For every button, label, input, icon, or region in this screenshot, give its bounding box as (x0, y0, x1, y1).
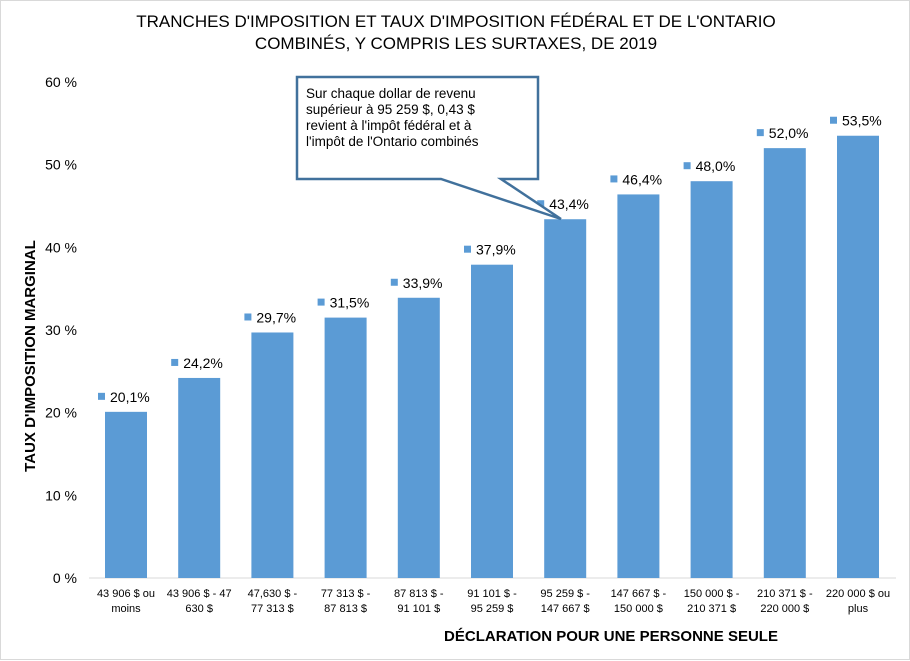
y-tick-label: 30 % (45, 322, 77, 338)
y-tick-label: 10 % (45, 487, 77, 503)
y-tick-label: 40 % (45, 239, 77, 255)
x-tick-label: 77 313 $ - (321, 588, 371, 600)
chart-title: COMBINÉS, Y COMPRIS LES SURTAXES, DE 201… (255, 34, 657, 53)
x-tick-label: 210 371 $ - (757, 588, 813, 600)
data-label: 37,9% (476, 242, 516, 258)
data-label-marker (610, 175, 618, 183)
data-label: 24,2% (183, 355, 223, 371)
x-axis-title: DÉCLARATION POUR UNE PERSONNE SEULE (444, 628, 778, 645)
y-axis-title: TAUX D'IMPOSITION MARGINAL (22, 240, 39, 472)
data-label: 53,5% (842, 113, 882, 129)
y-tick-label: 20 % (45, 405, 77, 421)
x-tick-label: 95 259 $ (471, 603, 514, 615)
y-tick-label: 0 % (53, 570, 77, 586)
x-tick-label: 220 000 $ ou (826, 588, 890, 600)
bar (617, 194, 660, 578)
bar (837, 135, 879, 578)
annotation-callout (295, 75, 562, 221)
data-label: 31,5% (330, 295, 370, 311)
bar (178, 377, 221, 578)
bar (105, 411, 147, 578)
x-tick-label: 43 906 $ - 47 (167, 588, 232, 600)
bar (251, 332, 294, 578)
data-label: 33,9% (403, 275, 443, 291)
bar (544, 219, 587, 578)
annotation-text: supérieur à 95 259 $, 0,43 $ (306, 102, 475, 117)
data-label-marker (830, 116, 837, 124)
x-tick-label: 220 000 $ (760, 603, 809, 615)
data-label: 20,1% (110, 389, 150, 405)
y-tick-label: 50 % (45, 157, 77, 173)
data-label-marker (317, 298, 325, 306)
x-tick-label: 87 813 $ (324, 603, 367, 615)
data-label-marker (537, 200, 545, 208)
annotation-text: l'impôt de l'Ontario combinés (306, 134, 479, 149)
data-label: 29,7% (256, 309, 296, 325)
data-label-marker (683, 162, 691, 170)
x-tick-label: 210 371 $ (687, 603, 736, 615)
annotation-text: Sur chaque dollar de revenu (306, 86, 476, 101)
x-tick-label: 147 667 $ (541, 603, 590, 615)
x-tick-label: 87 813 $ - (394, 588, 444, 600)
bar (471, 264, 513, 578)
x-tick-label: 91 101 $ (397, 603, 440, 615)
data-label: 43,4% (549, 196, 589, 212)
x-tick-label: 147 667 $ - (611, 588, 667, 600)
bar (690, 181, 733, 578)
data-label: 48,0% (696, 158, 736, 174)
x-tick-label: 91 101 $ - (467, 588, 517, 600)
x-tick-label: 77 313 $ (251, 603, 294, 615)
data-label-marker (98, 392, 105, 400)
data-label-marker (390, 278, 398, 286)
bar (763, 148, 806, 578)
data-label: 52,0% (769, 125, 809, 141)
chart-title: TRANCHES D'IMPOSITION ET TAUX D'IMPOSITI… (136, 12, 775, 31)
x-tick-label: 43 906 $ ou (97, 588, 155, 600)
data-label: 46,4% (622, 171, 662, 187)
y-tick-label: 60 % (45, 74, 77, 90)
data-label-marker (244, 313, 252, 321)
x-tick-label: 150 000 $ (614, 603, 663, 615)
x-tick-label: 150 000 $ - (684, 588, 740, 600)
annotation-text: revient à l'impôt fédéral et à (306, 118, 472, 133)
bar (324, 317, 367, 578)
x-tick-label: plus (848, 603, 869, 615)
x-tick-label: moins (111, 603, 141, 615)
data-label-marker (171, 358, 179, 366)
data-label-marker (756, 129, 764, 137)
x-tick-label: 47,630 $ - (248, 588, 298, 600)
bar (397, 297, 440, 578)
x-tick-label: 95 259 $ - (540, 588, 590, 600)
data-label-marker (464, 245, 471, 253)
x-tick-label: 630 $ (185, 603, 213, 615)
